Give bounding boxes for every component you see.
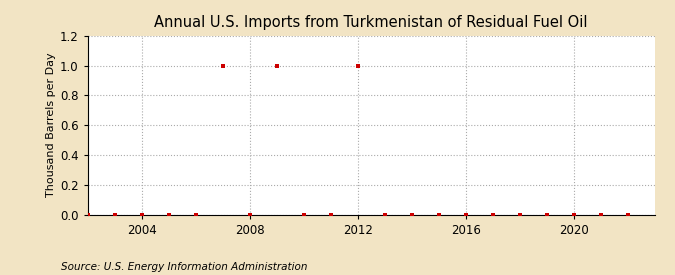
Point xyxy=(244,212,255,217)
Point xyxy=(487,212,498,217)
Text: Source: U.S. Energy Information Administration: Source: U.S. Energy Information Administ… xyxy=(61,262,307,272)
Point xyxy=(82,212,93,217)
Point xyxy=(298,212,309,217)
Point xyxy=(460,212,471,217)
Point xyxy=(568,212,579,217)
Point xyxy=(379,212,390,217)
Point xyxy=(325,212,336,217)
Point xyxy=(163,212,174,217)
Point xyxy=(595,212,606,217)
Point xyxy=(514,212,525,217)
Point xyxy=(406,212,417,217)
Point xyxy=(136,212,147,217)
Point xyxy=(622,212,633,217)
Point xyxy=(190,212,201,217)
Point xyxy=(271,63,282,68)
Point xyxy=(433,212,444,217)
Point xyxy=(109,212,120,217)
Y-axis label: Thousand Barrels per Day: Thousand Barrels per Day xyxy=(46,53,56,197)
Title: Annual U.S. Imports from Turkmenistan of Residual Fuel Oil: Annual U.S. Imports from Turkmenistan of… xyxy=(155,15,588,31)
Point xyxy=(541,212,552,217)
Point xyxy=(352,63,363,68)
Point xyxy=(217,63,228,68)
